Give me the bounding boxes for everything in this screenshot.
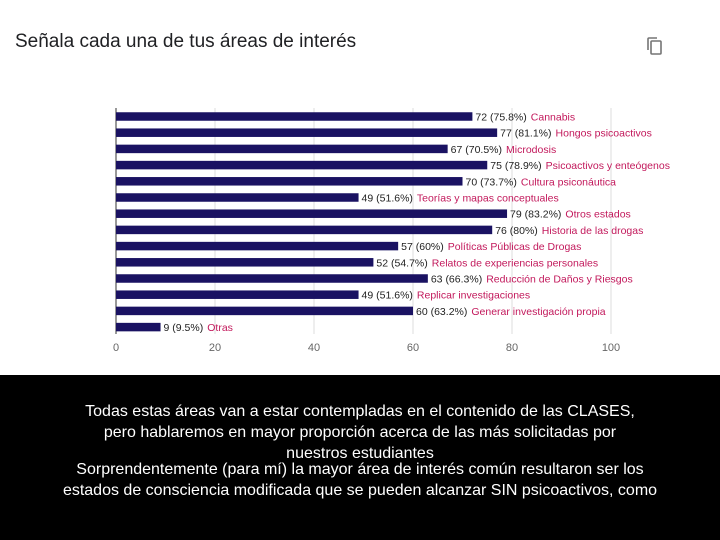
bar — [116, 290, 359, 299]
value-label: 67 (70.5%) — [451, 144, 502, 156]
x-tick-label: 60 — [407, 342, 419, 354]
value-label: 63 (66.3%) — [431, 274, 482, 286]
category-label: Relatos de experiencias personales — [432, 257, 598, 269]
bar-label: 77 (81.1%) Hongos psicoactivos — [500, 128, 652, 140]
bar — [116, 160, 488, 170]
bar — [116, 241, 399, 251]
bar-label: 70 (73.7%) Cultura psiconáutica — [466, 176, 617, 188]
x-tick-label: 20 — [209, 342, 221, 354]
caption-text-1: Todas estas áreas van a estar contemplad… — [85, 403, 635, 462]
category-label: Otros estados — [565, 209, 630, 221]
x-tick-label: 40 — [308, 342, 320, 354]
category-label: Cultura psiconáutica — [521, 176, 616, 188]
bar — [116, 177, 463, 186]
bar-label: 76 (80%) Historia de las drogas — [495, 225, 643, 237]
caption-panel: Todas estas áreas van a estar contemplad… — [0, 375, 720, 540]
x-tick-label: 0 — [113, 342, 119, 354]
value-label: 49 (51.6%) — [362, 290, 413, 302]
value-label: 57 (60%) — [401, 241, 444, 253]
bar — [116, 306, 413, 316]
category-label: Microdosis — [506, 144, 556, 156]
bar — [116, 193, 359, 202]
caption-text-2: Sorprendentemente (para mí) la mayor áre… — [62, 461, 658, 499]
bar-label: 57 (60%) Políticas Públicas de Drogas — [401, 241, 581, 253]
value-label: 52 (54.7%) — [376, 257, 427, 269]
value-label: 60 (63.2%) — [416, 306, 467, 318]
bar-chart: 0 20 40 60 80 100 72 (75.8%) Cannabis 77 (81.1%)… — [113, 108, 670, 354]
category-label: Hongos psicoactivos — [556, 128, 652, 140]
category-label: Historia de las drogas — [542, 225, 644, 237]
value-label: 79 (83.2%) — [510, 209, 561, 221]
bar-label: 67 (70.5%) Microdosis — [451, 144, 557, 156]
chart-card: Señala cada una de tus áreas de interés … — [15, 31, 670, 354]
bar-label: 75 (78.9%) Psicoactivos y enteógenos — [490, 160, 670, 172]
category-label: Generar investigación propia — [471, 306, 605, 318]
category-label: Cannabis — [531, 112, 575, 124]
copy-icon[interactable] — [646, 36, 664, 56]
value-label: 72 (75.8%) — [475, 112, 526, 124]
x-tick-label: 80 — [506, 342, 518, 354]
bar-label: 63 (66.3%) Reducción de Daños y Riesgos — [431, 274, 633, 286]
bar — [116, 112, 473, 121]
category-label: Otras — [207, 322, 233, 334]
value-label: 76 (80%) — [495, 225, 538, 237]
bar-label: 9 (9.5%) Otras — [164, 322, 233, 334]
category-label: Políticas Públicas de Drogas — [448, 241, 582, 253]
bar-label: 72 (75.8%) Cannabis — [475, 112, 575, 124]
category-label: Psicoactivos y enteógenos — [546, 160, 670, 172]
value-label: 77 (81.1%) — [500, 128, 551, 140]
bar — [116, 128, 498, 137]
x-tick-label: 100 — [602, 342, 620, 354]
bar — [116, 209, 508, 218]
bar-label: 52 (54.7%) Relatos de experiencias person… — [376, 257, 598, 269]
category-label: Teorías y mapas conceptuales — [417, 193, 559, 205]
bar — [116, 274, 428, 283]
bar — [116, 322, 161, 332]
chart-title: Señala cada una de tus áreas de interés — [15, 31, 357, 52]
category-label: Replicar investigaciones — [417, 290, 530, 302]
bar — [116, 258, 374, 267]
value-label: 9 (9.5%) — [164, 322, 204, 334]
bar-label: 49 (51.6%) Teorías y mapas conceptuales — [362, 193, 559, 205]
value-label: 70 (73.7%) — [466, 176, 517, 188]
value-label: 49 (51.6%) — [362, 193, 413, 205]
category-label: Reducción de Daños y Riesgos — [486, 274, 632, 286]
bar — [116, 225, 493, 235]
bar-label: 60 (63.2%) Generar investigación propia — [416, 306, 606, 318]
bar-label: 49 (51.6%) Replicar investigaciones — [362, 290, 531, 302]
value-label: 75 (78.9%) — [490, 160, 541, 172]
bar — [116, 144, 448, 154]
bar-label: 79 (83.2%) Otros estados — [510, 209, 631, 221]
